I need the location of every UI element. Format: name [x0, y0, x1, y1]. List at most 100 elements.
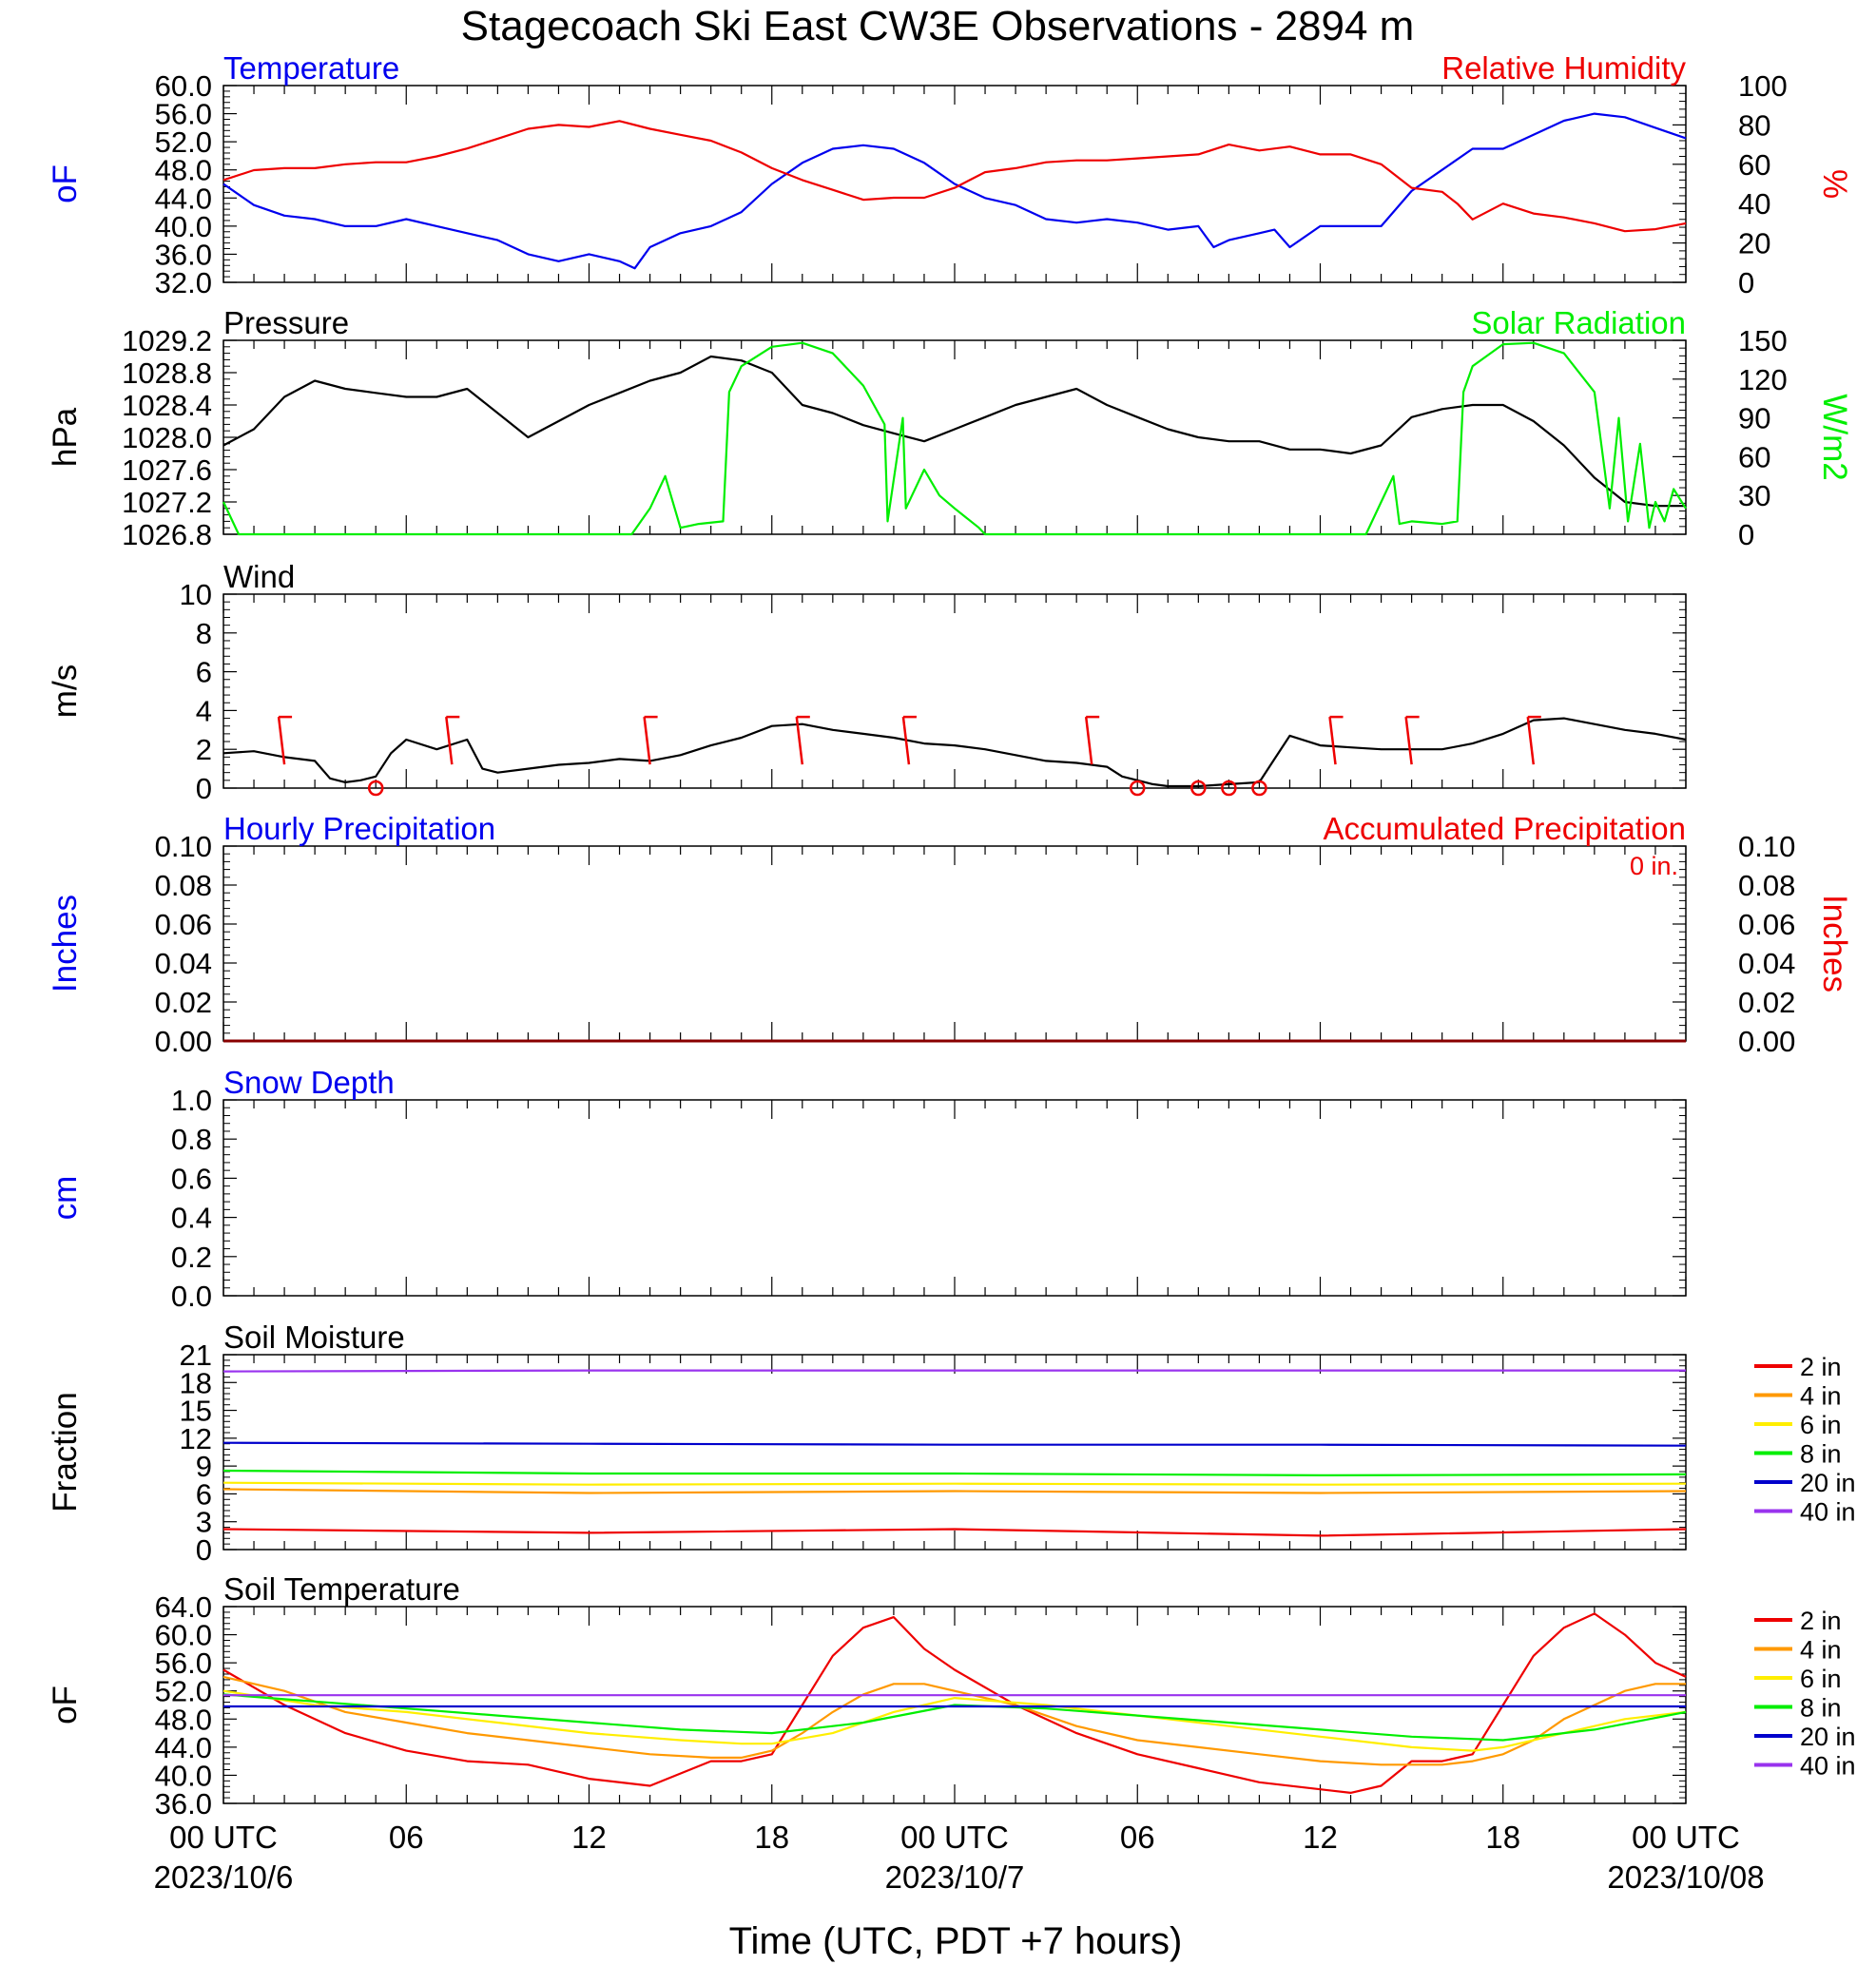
pressure-ylabel-left: hPa	[47, 407, 84, 467]
temperature-ytick-right-label: 80	[1738, 108, 1770, 142]
pressure-ytick-label: 1028.4	[122, 389, 212, 422]
wind-series-0	[222, 717, 1687, 788]
pressure-ytick-right-label: 30	[1738, 479, 1770, 512]
pressure-ytick-label: 1027.2	[122, 486, 212, 519]
x-tick-date: 2023/10/08	[1607, 1859, 1764, 1895]
temperature-ylabel-left: oF	[47, 164, 84, 203]
pressure-title-right: Solar Radiation	[1471, 305, 1686, 340]
wind-ytick-label: 6	[196, 656, 212, 689]
x-tick-label: 18	[1485, 1820, 1520, 1855]
wind-barb	[1084, 716, 1093, 765]
soil_temperature-panel: 36.040.044.048.052.056.060.064.0 Soil Tem…	[47, 1571, 1687, 1821]
pressure-ylabel-right: W/m2	[1816, 394, 1853, 480]
snow-title-left: Snow Depth	[223, 1065, 395, 1100]
soil_moisture-series-2	[222, 1481, 1687, 1486]
precipitation-ytick-right-label: 0.08	[1738, 869, 1795, 902]
soil_temperature-ytick-label: 52.0	[155, 1675, 212, 1708]
wind-barb-calm	[1251, 780, 1267, 797]
x-tick-label: 00 UTC	[1632, 1820, 1740, 1855]
pressure-ytick-right-label: 0	[1738, 518, 1754, 551]
wind-panel: 0 2 4 6 8 10 Wind m/s	[47, 559, 1687, 805]
soil-temperature-legend-label: 8 in	[1800, 1694, 1842, 1723]
chart-title: Stagecoach Ski East CW3E Observations - …	[461, 3, 1415, 49]
wind-ytick-label: 0	[196, 772, 212, 805]
x-tick-label: 12	[571, 1820, 607, 1855]
soil_temperature-series-3	[222, 1693, 1687, 1742]
soil_temperature-ytick-label: 40.0	[155, 1759, 212, 1792]
pressure-ytick-label: 1028.8	[122, 356, 212, 390]
soil-temperature-legend-label: 2 in	[1800, 1607, 1842, 1635]
wind-ylabel-left: m/s	[47, 665, 84, 718]
temperature-ytick-label: 52.0	[155, 125, 212, 159]
snow-ytick-label: 0.4	[171, 1202, 212, 1235]
temperature-ytick-right-label: 100	[1738, 69, 1788, 103]
precipitation-frame	[222, 845, 1687, 1042]
pressure-ytick-label: 1029.2	[122, 324, 212, 357]
wind-ytick-label: 10	[180, 578, 212, 611]
pressure-title-left: Pressure	[223, 305, 349, 340]
x-tick-label: 12	[1303, 1820, 1338, 1855]
soil_moisture-frame	[222, 1354, 1687, 1551]
x-tick-label: 00 UTC	[900, 1820, 1009, 1855]
x-tick-label: 18	[754, 1820, 789, 1855]
temperature-ytick-right-label: 20	[1738, 227, 1770, 260]
snow-ytick-label: 0.2	[171, 1241, 212, 1274]
soil_moisture-ytick-label: 9	[196, 1450, 212, 1483]
precipitation-ytick-label: 0.00	[155, 1025, 212, 1058]
x-tick-label: 00 UTC	[169, 1820, 278, 1855]
temperature-ytick-label: 48.0	[155, 154, 212, 187]
precipitation-ytick-label: 0.02	[155, 986, 212, 1019]
wind-ytick-label: 4	[196, 694, 212, 727]
temperature-title-right: Relative Humidity	[1441, 50, 1686, 86]
wind-frame	[222, 593, 1687, 789]
soil_temperature-ytick-label: 60.0	[155, 1619, 212, 1652]
wind-barb	[1404, 716, 1413, 765]
pressure-frame	[222, 339, 1687, 535]
pressure-ytick-label: 1026.8	[122, 518, 212, 551]
soil_moisture-ylabel-left: Fraction	[47, 1392, 84, 1512]
temperature-ytick-right-label: 40	[1738, 187, 1770, 221]
snow-ylabel-left: cm	[47, 1176, 84, 1221]
soil_moisture-series-3	[222, 1469, 1687, 1477]
x-tick-date: 2023/10/6	[154, 1859, 294, 1895]
pressure-ytick-right-label: 90	[1738, 402, 1770, 435]
temperature-ylabel-right: %	[1816, 169, 1853, 199]
temperature-title-left: Temperature	[223, 50, 399, 86]
x-tick-label: 06	[1120, 1820, 1155, 1855]
soil_moisture-ytick-label: 6	[196, 1477, 212, 1511]
wind-title-left: Wind	[223, 559, 295, 594]
snow-ytick-label: 0.6	[171, 1162, 212, 1195]
snow-ytick-label: 0.0	[171, 1280, 212, 1313]
soil_moisture-series-1	[222, 1488, 1687, 1494]
pressure-ytick-right-label: 150	[1738, 324, 1788, 357]
wind-barb	[277, 716, 286, 765]
soil_moisture-series-0	[222, 1528, 1687, 1537]
wind-barb	[1526, 716, 1536, 765]
soil_moisture-ytick-label: 0	[196, 1533, 212, 1567]
pressure-series-0	[222, 355, 1686, 508]
soil-moisture-legend-label: 2 in	[1800, 1353, 1842, 1381]
wind-barb	[1328, 716, 1337, 765]
wind-barb-calm	[1130, 780, 1146, 797]
precipitation-ytick-label: 0.10	[155, 830, 212, 863]
pressure-ytick-right-label: 120	[1738, 363, 1788, 396]
wind-barb-calm	[1221, 780, 1237, 797]
soil_temperature-ytick-label: 48.0	[155, 1703, 212, 1736]
soil_moisture-series-5	[222, 1369, 1686, 1373]
wind-barb	[445, 716, 454, 765]
x-tick-label: 06	[389, 1820, 424, 1855]
soil_moisture-ytick-label: 18	[180, 1366, 212, 1399]
x-tick-date: 2023/10/7	[885, 1859, 1025, 1895]
precipitation-ylabel-right: Inches	[1816, 895, 1853, 992]
pressure-ytick-right-label: 60	[1738, 440, 1770, 473]
precipitation-panel: 0.00 0.02 0.04 0.06 0.08 0.10 0.00 0.02 0.04 0.06…	[47, 811, 1853, 1058]
precipitation-ytick-right-label: 0.02	[1738, 986, 1795, 1019]
pressure-panel: 1026.81027.21027.61028.01028.41028.81029…	[47, 305, 1853, 551]
precipitation-ylabel-left: Inches	[47, 895, 84, 992]
temperature-ytick-right-label: 60	[1738, 148, 1770, 182]
temperature-ytick-right-label: 0	[1738, 266, 1754, 299]
temperature-series-0	[222, 112, 1687, 270]
soil-moisture-legend-label: 8 in	[1800, 1440, 1842, 1469]
soil_temperature-ytick-label: 44.0	[155, 1731, 212, 1764]
